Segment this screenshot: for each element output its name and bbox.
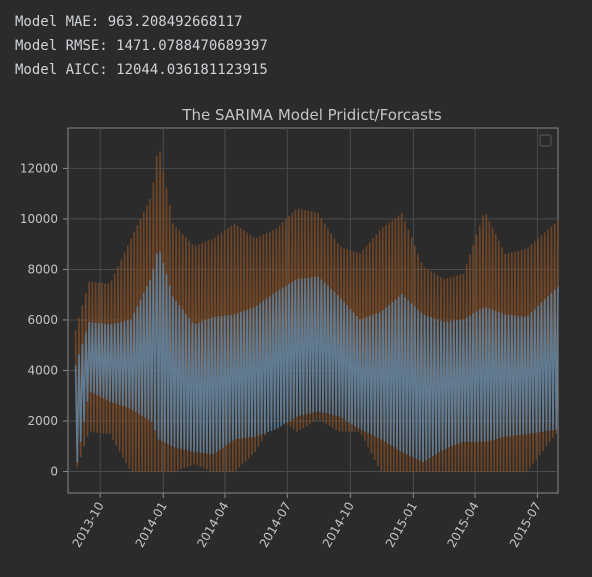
metric-mae-line: Model MAE: 963.208492668117 — [15, 14, 243, 30]
chart-title: The SARIMA Model Pridict/Forcasts — [181, 106, 442, 124]
chart-container: The SARIMA Model Pridict/Forcasts 0 2000 4… — [0, 98, 592, 577]
x-tick-label: 2015-01 — [383, 500, 420, 550]
y-tick-label: 6000 — [27, 313, 58, 327]
series-layer — [74, 151, 559, 473]
y-tick-label: 12000 — [20, 161, 58, 175]
y-tick-label: 10000 — [20, 212, 58, 226]
y-tick-label: 0 — [50, 465, 58, 479]
y-tick-label: 2000 — [27, 414, 58, 428]
forecast-series-line — [74, 251, 559, 463]
x-tick-label: 2013-10 — [70, 500, 107, 550]
legend-box — [539, 134, 552, 147]
metric-rmse-line: Model RMSE: 1471.0788470689397 — [15, 38, 268, 54]
sarima-chart: The SARIMA Model Pridict/Forcasts 0 2000 4… — [20, 106, 559, 550]
y-tick-label: 8000 — [27, 262, 58, 276]
x-tick-label: 2015-04 — [444, 499, 481, 549]
x-tick-label: 2014-04 — [194, 500, 231, 550]
x-tick-label: 2015-07 — [507, 500, 544, 550]
metric-aicc-line: Model AICC: 12044.036181123915 — [15, 62, 268, 78]
x-tick-label: 2014-10 — [320, 500, 357, 550]
x-tick-label: 2014-01 — [133, 500, 170, 550]
cell-output: Model MAE: 963.208492668117 Model RMSE: … — [15, 10, 575, 82]
y-tick-label: 4000 — [27, 363, 58, 377]
x-tick-label: 2014-07 — [257, 500, 294, 550]
